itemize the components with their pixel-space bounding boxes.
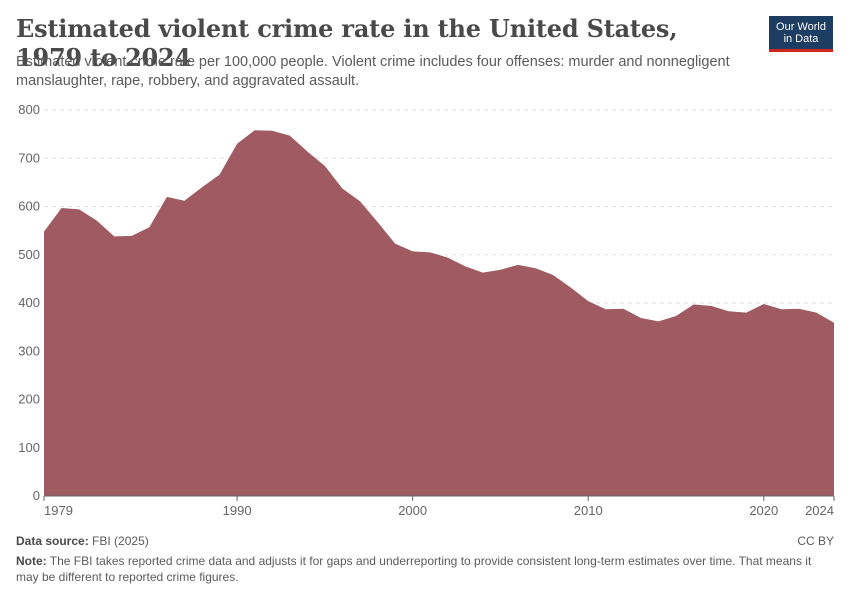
logo-line-1: Our World [776, 21, 826, 33]
y-tick-label-100: 100 [18, 440, 40, 455]
chart-subtitle: Estimated violent crime rate per 100,000… [16, 54, 730, 89]
x-tick-label-2010: 2010 [574, 503, 603, 518]
axes: 0 100 200 300 400 500 600 700 800 1979 1990 2000 201… [18, 102, 835, 518]
y-tick-label-600: 600 [18, 199, 40, 214]
y-tick-label-400: 400 [18, 295, 40, 310]
x-tick-label-2020: 2020 [749, 503, 778, 518]
area-series [44, 130, 834, 496]
y-tick-label-500: 500 [18, 247, 40, 262]
y-tick-label-300: 300 [18, 343, 40, 358]
data-source-value[interactable]: FBI (2025) [92, 534, 149, 548]
x-tick-label-2024: 2024 [805, 503, 834, 518]
x-tick-label-1979: 1979 [44, 503, 73, 518]
x-tick-label-1990: 1990 [223, 503, 252, 518]
note-label: Note: [16, 554, 47, 568]
data-source-label: Data source: [16, 534, 89, 548]
x-tick-label-2000: 2000 [398, 503, 427, 518]
data-source: Data source: FBI (2025) [16, 534, 149, 548]
y-tick-label-700: 700 [18, 150, 40, 165]
y-tick-label-0: 0 [33, 488, 40, 503]
area-path-0 [44, 130, 834, 496]
y-tick-label-200: 200 [18, 392, 40, 407]
note-text: The FBI takes reported crime data and ad… [16, 554, 812, 584]
chart-note: Note: The FBI takes reported crime data … [16, 553, 836, 585]
chart-title: Estimated violent crime rate in the Unit… [16, 14, 678, 72]
owid-logo[interactable]: Our World in Data [769, 16, 833, 52]
license[interactable]: CC BY [797, 534, 834, 548]
y-tick-label-800: 800 [18, 102, 40, 117]
logo-line-2: in Data [783, 33, 819, 45]
